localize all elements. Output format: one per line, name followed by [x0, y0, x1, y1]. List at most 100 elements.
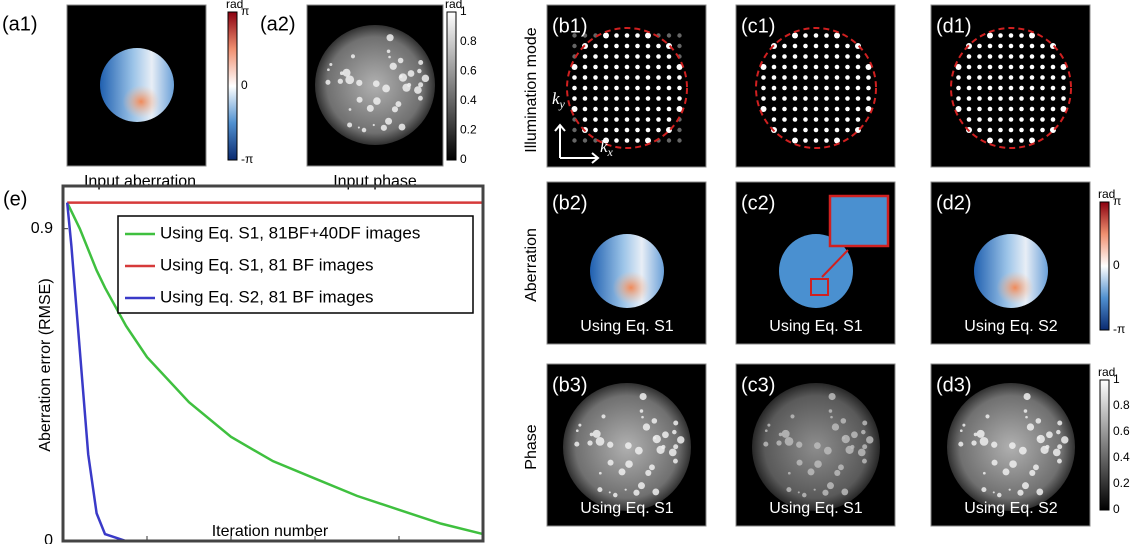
led — [956, 86, 961, 91]
caption: Input aberration — [84, 173, 196, 190]
led — [572, 138, 576, 142]
particle — [388, 56, 391, 59]
led — [803, 117, 808, 122]
led — [803, 44, 808, 49]
colorbar — [1100, 380, 1109, 510]
led — [614, 96, 619, 101]
led — [792, 33, 798, 39]
colorbar-label: 0.6 — [1113, 424, 1130, 438]
led — [1040, 65, 1045, 70]
led — [604, 75, 609, 80]
led — [782, 44, 787, 49]
led — [1019, 75, 1024, 80]
led — [583, 65, 588, 70]
led — [824, 86, 829, 91]
caption: Input phase — [333, 173, 417, 190]
led — [814, 54, 819, 59]
led — [593, 117, 598, 122]
led — [782, 54, 787, 59]
particle — [788, 472, 791, 475]
particle — [596, 437, 605, 446]
particle — [851, 431, 858, 438]
led — [998, 128, 1003, 133]
led — [835, 107, 840, 112]
particle — [358, 127, 360, 129]
particle — [673, 444, 678, 449]
particle — [390, 63, 397, 70]
led — [835, 65, 840, 70]
led — [625, 75, 630, 80]
led — [646, 117, 651, 122]
particle — [763, 442, 768, 447]
led — [814, 65, 819, 70]
particle — [373, 97, 381, 105]
led — [835, 75, 840, 80]
led — [772, 107, 777, 112]
lobe — [613, 271, 650, 304]
led — [667, 96, 672, 101]
particle — [1009, 489, 1011, 491]
particle — [1053, 449, 1061, 457]
particle — [345, 75, 354, 84]
led — [988, 44, 993, 49]
led — [614, 138, 619, 143]
led — [1009, 65, 1014, 70]
particle — [1057, 459, 1062, 464]
led — [803, 86, 808, 91]
led — [824, 75, 829, 80]
led — [998, 65, 1003, 70]
colorbar-label: 0.8 — [1113, 398, 1130, 412]
particle — [640, 409, 644, 413]
particle — [977, 430, 985, 438]
led — [583, 96, 588, 101]
particle — [381, 125, 387, 131]
y-tick-label: 0 — [44, 532, 53, 544]
particle — [418, 96, 423, 101]
led — [824, 54, 829, 59]
led — [761, 75, 766, 80]
particle — [980, 437, 989, 446]
led — [856, 117, 861, 122]
particle — [829, 393, 836, 400]
particle — [981, 487, 986, 492]
led — [835, 86, 840, 91]
led — [793, 65, 798, 70]
led — [656, 75, 661, 80]
particle — [597, 487, 602, 492]
particle — [327, 68, 330, 71]
colorbar-label: 0 — [1113, 502, 1120, 516]
particle — [414, 86, 422, 94]
particle — [827, 482, 834, 489]
led — [572, 96, 577, 101]
led — [593, 128, 598, 133]
x-axis-label: Iteration number — [212, 523, 329, 540]
particle — [356, 80, 362, 86]
particle — [1040, 446, 1048, 454]
led — [866, 86, 871, 91]
colorbar-label: 0.6 — [460, 63, 477, 77]
led — [667, 86, 672, 91]
led — [646, 44, 651, 49]
particle — [351, 54, 355, 58]
particle — [1009, 460, 1017, 468]
particle — [387, 49, 391, 53]
particle — [593, 430, 601, 438]
led — [772, 75, 777, 80]
led — [1040, 86, 1045, 91]
led — [956, 75, 961, 80]
particle — [862, 459, 867, 464]
particle — [609, 491, 611, 493]
particle — [652, 488, 659, 495]
led — [1040, 96, 1045, 101]
led — [803, 138, 808, 143]
led — [1019, 128, 1024, 133]
particle — [765, 429, 768, 432]
particle — [652, 418, 658, 424]
particle — [382, 85, 390, 93]
led — [835, 117, 840, 122]
led — [583, 54, 588, 59]
particle — [1009, 442, 1016, 449]
led — [998, 44, 1003, 49]
particle — [1056, 430, 1060, 434]
led — [998, 54, 1003, 59]
